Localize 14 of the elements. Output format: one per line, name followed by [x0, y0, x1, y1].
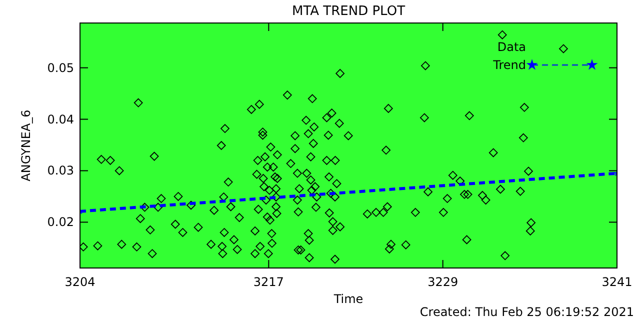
chart-title: MTA TREND PLOT — [292, 4, 406, 19]
y-tick-label: 0.05 — [47, 60, 74, 75]
text: Created: Thu Feb 25 06:19:52 2021 — [420, 305, 634, 319]
y-tick-label: 0.04 — [47, 112, 74, 126]
legend-label: Trend — [492, 58, 526, 72]
y-axis-title: ANGYNEA_6 — [19, 110, 33, 182]
series-label: Data — [497, 40, 526, 54]
x-axis-title: Time — [332, 292, 364, 306]
x-tick-label: 3204 — [64, 275, 96, 289]
y-tick-label: 0.03 — [47, 164, 74, 178]
y-tick-label: 0.02 — [47, 215, 74, 230]
x-tick-label: 3229 — [428, 275, 458, 289]
x-tick-label: 3241 — [602, 275, 632, 289]
x-tick-label: 3217 — [253, 275, 284, 289]
